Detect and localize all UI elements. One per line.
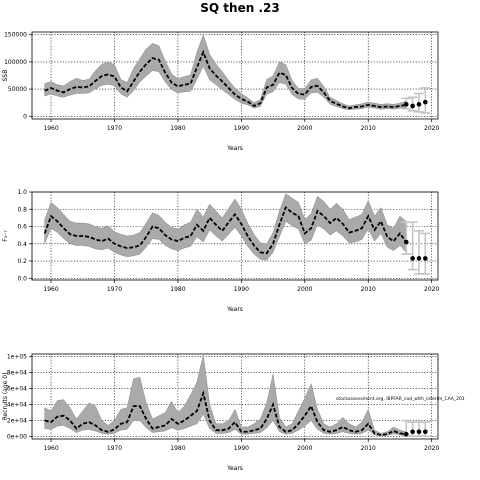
- f-xtick-label-6: 2020: [424, 286, 439, 293]
- ssb-xtick-label-2: 1980: [170, 125, 185, 132]
- recruits-panel: 1960 1970 1980 1990 2000 2010 2020 0e+00 2e+04 4e…: [2, 353, 439, 472]
- recruits-estimate-line: [44, 390, 407, 436]
- recruits-forecast-point-0: [403, 431, 409, 437]
- ssb-panel: 1960 1970 1980 1990 2000 2010 2020 0 50000 100000…: [2, 31, 439, 152]
- ssb-xtick-label-1: 1970: [107, 125, 122, 132]
- f-xtick-label-3: 1990: [234, 286, 249, 293]
- recruits-forecast-point-1: [410, 429, 415, 435]
- recruits-forecast-point-3: [423, 429, 428, 435]
- ssb-ytick-label-2: 100000: [4, 59, 27, 66]
- ssb-ytick-label-1: 50000: [8, 86, 27, 93]
- recruits-ytick-label-5: 1e+05: [7, 353, 27, 360]
- recruits-xaxis-label: Years: [226, 465, 243, 472]
- f-ytick-label-1: 0.2: [17, 258, 27, 265]
- recruits-ytick-label-1: 2e+04: [7, 418, 27, 425]
- f-ytick-label-0: 0.0: [17, 275, 27, 282]
- ssb-estimate-line: [44, 49, 407, 110]
- recruits-ytick-label-4: 8e+04: [7, 369, 27, 376]
- f-forecast-point-3: [423, 256, 428, 261]
- f-estimate-line: [43, 206, 408, 255]
- recruits-xtick-label-4: 2000: [297, 445, 312, 452]
- recruits-ytick-label-3: 6e+04: [7, 385, 27, 392]
- f-xtick-label-1: 1970: [107, 286, 122, 293]
- recruits-xtick-label-1: 1970: [107, 445, 122, 452]
- ssb-ytick-label-3: 150000: [4, 32, 27, 39]
- f-ytick-label-4: 0.8: [17, 206, 27, 213]
- ssb-yaxis-label: SSB: [2, 70, 9, 82]
- ssb-forecast-point-0: [403, 102, 409, 107]
- f-xtick-label-5: 2010: [361, 286, 376, 293]
- f-forecast-point-0: [403, 239, 409, 245]
- recruits-ytick-label-0: 0e+00: [7, 434, 27, 441]
- fishing-mortality-panel: 1960 1970 1980 1990 2000 2010 2020 0.0 0.2 0.4 0.6…: [2, 189, 439, 313]
- recruits-forecast-point-2: [416, 429, 422, 435]
- f-forecast-point-2: [416, 256, 422, 261]
- source-annotation: stockassessment.org, IBPFAR_cod_with_int…: [336, 396, 465, 402]
- chart-title: SQ then .23: [200, 1, 280, 15]
- recruits-yaxis-label: Recruits (age 0): [2, 373, 9, 421]
- ssb-forecast-point-1: [410, 103, 415, 109]
- ssb-xaxis-label: Years: [226, 145, 243, 152]
- f-xtick-label-4: 2000: [297, 286, 312, 293]
- f-ytick-label-2: 0.4: [17, 241, 27, 248]
- ssb-confidence-band: [44, 33, 407, 111]
- ssb-xtick-label-0: 1960: [43, 125, 58, 132]
- ssb-axes-frame: [31, 31, 439, 120]
- ssb-ytick-label-0: 0: [23, 113, 27, 120]
- ssb-xtick-label-3: 1990: [234, 125, 249, 132]
- f-ytick-label-5: 1.0: [17, 189, 27, 196]
- f-confidence-band: [44, 193, 407, 261]
- ssb-xtick-label-6: 2020: [424, 125, 439, 132]
- ssb-forecast-point-2: [416, 102, 422, 107]
- recruits-ytick-label-2: 4e+04: [7, 402, 27, 409]
- recruits-xtick-label-6: 2020: [424, 445, 439, 452]
- recruits-confidence-band: [44, 354, 407, 437]
- ssb-xtick-label-5: 2010: [361, 125, 376, 132]
- recruits-axes-frame: [31, 353, 439, 440]
- f-xaxis-label: Years: [226, 306, 243, 313]
- f-xtick-label-2: 1980: [170, 286, 185, 293]
- ssb-forecast-point-3: [423, 99, 428, 105]
- f-ytick-label-3: 0.6: [17, 224, 27, 231]
- recruits-xtick-label-2: 1980: [170, 445, 185, 452]
- f-yaxis-label: F₃₋₇: [2, 230, 9, 242]
- f-axes-frame: [31, 191, 439, 281]
- f-xtick-label-0: 1960: [43, 286, 58, 293]
- recruits-xtick-label-5: 2010: [361, 445, 376, 452]
- recruits-xtick-label-0: 1960: [43, 445, 58, 452]
- ssb-xtick-label-4: 2000: [297, 125, 312, 132]
- recruits-xtick-label-3: 1990: [234, 445, 249, 452]
- f-forecast-point-1: [410, 256, 415, 261]
